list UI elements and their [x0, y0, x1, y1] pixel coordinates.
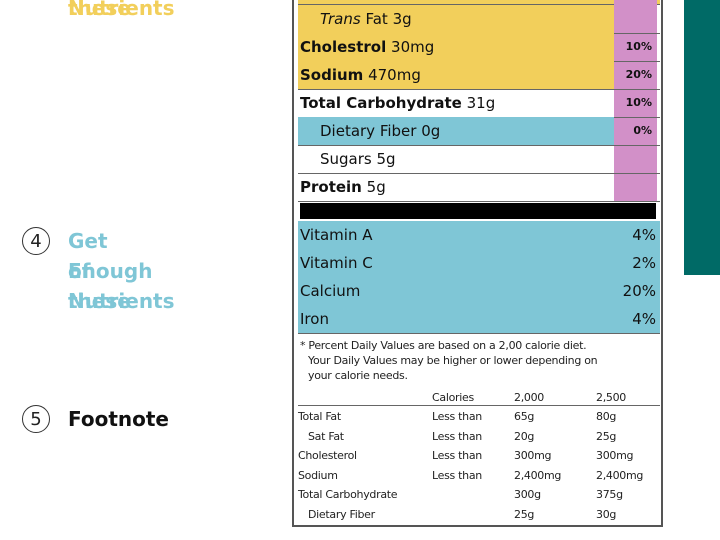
daily-value: 20%: [625, 68, 652, 81]
nutrient-name: Total Carbohydrate: [300, 94, 462, 112]
vitamin-value: 2%: [632, 254, 656, 272]
footnote-qualifier: Less than: [432, 410, 482, 423]
vitamin-value: 20%: [622, 282, 656, 300]
daily-value: 0%: [633, 124, 652, 137]
nutrient-amount: 470mg: [368, 66, 421, 84]
footnote-header: 2,000: [514, 391, 544, 404]
footnote-value: 375g: [596, 488, 623, 501]
section-number: 4: [22, 227, 50, 255]
row-band: [298, 33, 614, 61]
header-rule: [298, 405, 660, 406]
nutrient-row: Sodium 470mg 20%: [298, 61, 660, 90]
divider-bar: [300, 203, 656, 219]
daily-value: 10%: [625, 96, 652, 109]
footnote-value: 30g: [596, 507, 617, 521]
footnote-row-name: Total Fat: [298, 410, 341, 423]
nutrient-row: Dietary Fiber 0g 0%: [298, 117, 660, 146]
vitamin-value: 4%: [632, 310, 656, 328]
footnote-row-name: Dietary Fiber: [308, 507, 375, 521]
nutrient-label: Sugars 5g: [320, 150, 396, 168]
footnote-row-name: Cholesterol: [298, 449, 357, 462]
nutrient-label: Sodium 470mg: [300, 66, 421, 84]
section-title: Get Enough: [68, 229, 153, 283]
vitamin-row: Calcium 20%: [298, 277, 660, 306]
nutrient-name-italic: Trans: [320, 10, 361, 28]
rows: Trans Fat 3g Cholestrol 30mg 10% Sodium 470…: [298, 5, 660, 525]
vitamin-row: Iron 4%: [298, 305, 660, 334]
footnote-value: 80g: [596, 410, 617, 423]
nutrient-label: Dietary Fiber 0g: [320, 122, 440, 140]
vitamin-row: Vitamin A 4%: [298, 221, 660, 250]
nutrient-row: Total Carbohydrate 31g 10%: [298, 89, 660, 118]
nutrient-label: Trans Fat 3g: [320, 10, 412, 28]
nutrient-amount: 5g: [376, 150, 396, 168]
row-band: [298, 61, 614, 89]
section-title: Footnote: [68, 407, 169, 431]
vitamin-name: Iron: [300, 310, 329, 328]
row-band: [298, 117, 614, 145]
vitamin-name: Vitamin C: [300, 254, 373, 272]
footnote-line: your calorie needs.: [308, 369, 408, 382]
daily-value: 10%: [625, 40, 652, 53]
nutrient-name: Sugars: [320, 150, 372, 168]
vitamin-row: Vitamin C 2%: [298, 249, 660, 278]
footnote-qualifier: Less than: [432, 468, 482, 482]
footnote-value: 300mg: [596, 449, 634, 462]
footnote-row-name: Total Carbohydrate: [298, 488, 398, 501]
section-title: Nutrients: [68, 0, 175, 20]
footnote-qualifier: Less than: [432, 449, 482, 462]
nutrient-row: Cholestrol 30mg 10%: [298, 33, 660, 62]
footnote-value: 300g: [514, 488, 541, 501]
nutrient-name: Fat: [365, 10, 388, 28]
nutrient-amount: 31g: [466, 94, 496, 112]
nutrient-label: Protein 5g: [300, 178, 386, 196]
footnote-value: 25g: [514, 507, 535, 521]
vitamin-name: Vitamin A: [300, 226, 373, 244]
nutrient-row: Trans Fat 3g: [298, 5, 660, 34]
footnote-line: Your Daily Values may be higher or lower…: [308, 354, 598, 367]
vitamin-name: Calcium: [300, 282, 361, 300]
nutrient-name: Protein: [300, 178, 362, 196]
nutrient-label: Cholestrol 30mg: [300, 38, 434, 56]
nutrient-amount: 0g: [421, 122, 441, 140]
nutrient-row: Protein 5g: [298, 173, 660, 202]
section-title: Nutrients: [68, 289, 175, 313]
nutrient-amount: 30mg: [391, 38, 435, 56]
nutrition-label: Trans Fat 3g Cholestrol 30mg 10% Sodium 470…: [292, 0, 663, 527]
nutrient-row: Sugars 5g: [298, 145, 660, 174]
footnote-value: 25g: [596, 429, 617, 443]
vitamin-value: 4%: [632, 226, 656, 244]
side-bar: [684, 0, 720, 275]
nutrient-amount: 3g: [392, 10, 412, 28]
footnote-value: 2,400mg: [596, 468, 644, 482]
footnote-row-name: Sat Fat: [308, 429, 344, 443]
cut-row: [298, 0, 660, 5]
section-title: Limit these: [68, 0, 131, 20]
footnote-value: 300mg: [514, 449, 552, 462]
nutrient-name: Dietary Fiber: [320, 122, 417, 140]
footnote-header: Calories: [432, 391, 474, 404]
footnote-qualifier: Less than: [432, 429, 482, 443]
section-title: of these: [68, 259, 131, 313]
footnote-value: 2,400mg: [514, 468, 562, 482]
section-number: 5: [22, 405, 50, 433]
footnote-value: 65g: [514, 410, 535, 423]
nutrient-name: Sodium: [300, 66, 364, 84]
nutrient-label: Total Carbohydrate 31g: [300, 94, 495, 112]
nutrient-amount: 5g: [366, 178, 386, 196]
footnote-row-name: Sodium: [298, 468, 338, 482]
footnote-value: 20g: [514, 429, 535, 443]
footnote-line: * Percent Daily Values are based on a 2,…: [300, 339, 587, 352]
nutrient-name: Cholestrol: [300, 38, 387, 56]
row-band: [298, 5, 614, 33]
footnote-header: 2,500: [596, 391, 626, 404]
